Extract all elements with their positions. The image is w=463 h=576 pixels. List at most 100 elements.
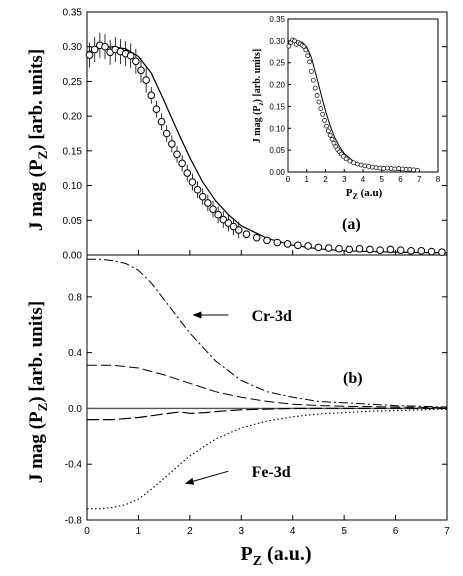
panel-b-series-line xyxy=(87,408,448,510)
panel-b-series-line xyxy=(87,407,447,421)
inset-point xyxy=(396,166,401,171)
panel-a-ytick-label: 0.10 xyxy=(63,181,83,192)
panel-a-point xyxy=(193,185,202,194)
panel-a-point xyxy=(101,42,109,51)
panel-a-point xyxy=(396,246,405,254)
panel-a-ytick-label: 0.30 xyxy=(63,42,83,53)
inset-point xyxy=(377,165,383,171)
inset-xtick-label: 1 xyxy=(305,175,310,184)
panel-a-point xyxy=(273,238,282,247)
inset-xtick-label: 2 xyxy=(323,175,328,184)
panel-a-point xyxy=(152,105,161,113)
panel-a-point xyxy=(183,169,192,177)
panel-b-xlabel: PZ (a.u.) xyxy=(240,543,311,569)
panel-a-ytick-label: 0.05 xyxy=(63,216,83,227)
panel-a-point xyxy=(234,226,243,234)
inset-point xyxy=(355,161,360,167)
inset-xtick-label: 3 xyxy=(342,175,347,184)
panel-a-ytick-label: 0.00 xyxy=(63,251,83,262)
panel-a-point xyxy=(242,230,251,238)
inset-point xyxy=(411,167,416,173)
inset-xtick-label: 7 xyxy=(417,175,422,184)
annotation-arrow-head xyxy=(184,477,195,485)
inset-point xyxy=(381,166,386,171)
inset-point xyxy=(400,166,405,172)
panel-b-xtick-label: 2 xyxy=(187,526,193,537)
panel-a-point xyxy=(314,243,323,252)
inset-point xyxy=(327,132,333,138)
inset-point xyxy=(310,77,316,83)
panel-a-ylabel: J mag (PZ) [arb. units] xyxy=(26,49,50,231)
inset-point xyxy=(362,163,368,169)
inset-point xyxy=(351,160,356,166)
inset-point xyxy=(392,166,398,172)
panel-a-ytick-label: 0.15 xyxy=(63,146,83,157)
panel-a-point xyxy=(224,219,233,227)
panel-a-point xyxy=(324,244,333,252)
panel-a-point xyxy=(188,178,197,186)
inset-point xyxy=(312,85,318,91)
panel-b-ytick-label: 0.0 xyxy=(68,404,82,415)
panel-a-point xyxy=(229,222,238,231)
inset-point xyxy=(322,118,327,123)
inset-point xyxy=(318,106,324,111)
inset-point xyxy=(343,156,349,162)
panel-a-point xyxy=(263,236,271,245)
inset-ytick-label: 0.30 xyxy=(269,37,285,46)
panel-a-ytick-label: 0.35 xyxy=(63,8,83,19)
inset-ytick-label: 0.00 xyxy=(269,168,285,177)
inset-xtick-label: 0 xyxy=(286,175,291,184)
inset-point xyxy=(320,111,326,117)
panel-b-xtick-label: 6 xyxy=(393,526,399,537)
panel-a-point xyxy=(252,233,261,242)
panel-a-point xyxy=(345,245,354,254)
inset-point xyxy=(314,93,320,98)
inset-xtick-label: 6 xyxy=(398,175,403,184)
inset-point xyxy=(325,128,331,134)
inset-ytick-label: 0.20 xyxy=(269,81,285,90)
panel-a-point xyxy=(168,140,176,148)
inset-point xyxy=(407,167,413,172)
panel-b-ytick-label: -0.8 xyxy=(65,516,83,527)
panel-a-point xyxy=(178,159,186,168)
panel-a-point xyxy=(366,245,374,254)
inset-panel: 0.00 0.05 0.10 0.15 0.20 0.25 0.30 0.35 0 1 2 3 4 5 6 7… xyxy=(269,15,440,184)
panel-a-point xyxy=(132,57,140,66)
panel-a-label: (a) xyxy=(342,216,361,233)
inset-xtick-label: 8 xyxy=(436,175,441,184)
panel-a-point xyxy=(355,244,364,253)
panel-b-xtick-label: 7 xyxy=(444,526,450,537)
panel-a-point xyxy=(85,51,94,59)
panel-b-frame xyxy=(86,254,448,521)
panel-b-ytick-label: 0.8 xyxy=(68,292,82,303)
inset-ytick-label: 0.35 xyxy=(269,15,285,24)
inset-point xyxy=(305,53,311,59)
panel-b-series-line xyxy=(87,364,448,409)
panel-a-point xyxy=(214,210,222,219)
panel-a-point xyxy=(147,91,156,100)
inset-ytick-label: 0.10 xyxy=(269,124,285,133)
inset-point xyxy=(309,69,314,74)
inset-point xyxy=(292,38,297,44)
panel-b-xtick-label: 5 xyxy=(341,526,347,537)
inset-ytick-label: 0.05 xyxy=(269,146,285,155)
panel-b-ytick-label: 0.4 xyxy=(68,348,82,359)
inset-point xyxy=(316,99,322,105)
inset-point xyxy=(329,136,335,142)
panel-a-point xyxy=(219,215,228,224)
inset-point xyxy=(403,167,409,172)
inset-point xyxy=(307,59,312,65)
panel-a-point xyxy=(204,199,212,207)
panel-a-point xyxy=(137,66,145,75)
panel-a-point xyxy=(294,241,302,250)
panel-b-ytick-label: -0.4 xyxy=(65,460,83,471)
panel-a-point xyxy=(283,240,292,248)
panel-a-ytick-label: 0.20 xyxy=(63,112,83,123)
inset-ylabel: J mag (Pz) [arb. units] xyxy=(252,49,265,144)
inset-point xyxy=(324,123,329,129)
inset-point xyxy=(388,166,394,171)
panel-b-ylabel: J mag (PZ) [arb. units] xyxy=(26,301,50,483)
panel-b-xtick-label: 0 xyxy=(84,526,90,537)
panel-a-point xyxy=(407,247,415,255)
